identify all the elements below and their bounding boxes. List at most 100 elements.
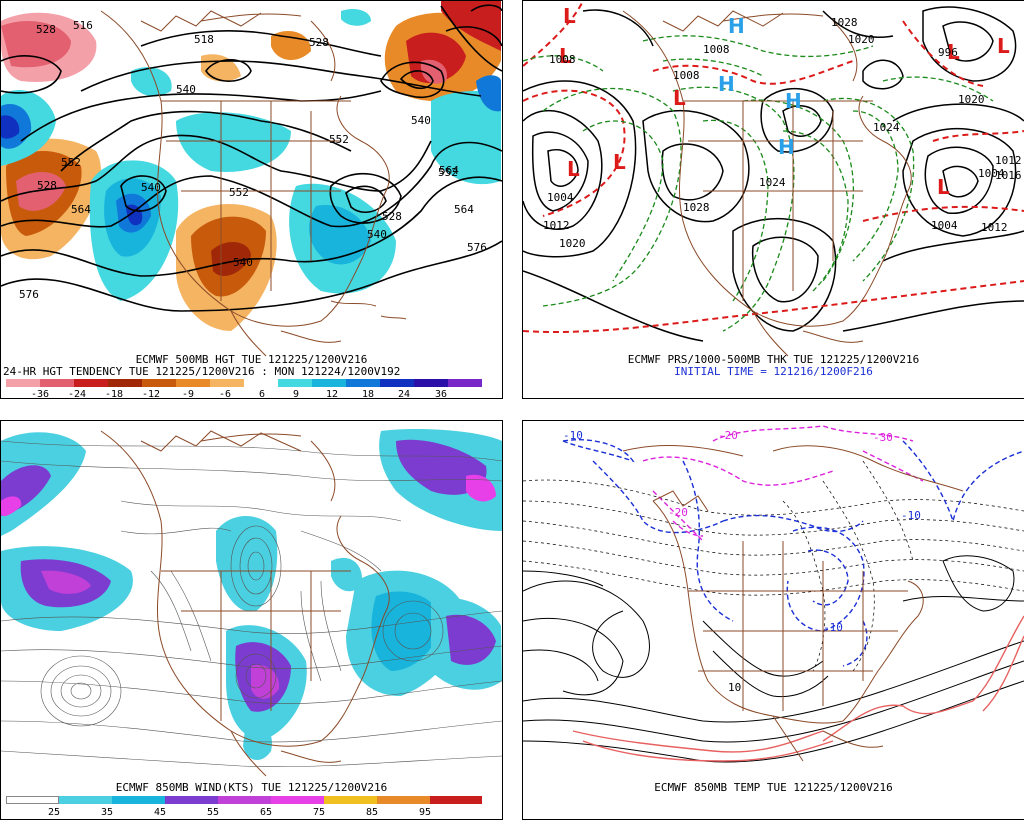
- streamlines: [1, 440, 502, 767]
- low-pressure-symbol: L: [613, 150, 626, 174]
- geography-outlines: [100, 10, 407, 357]
- geography-outlines: [622, 10, 912, 357]
- pressure-centers: H H H H L L L L L L L L: [559, 4, 1010, 199]
- high-pressure-symbol: H: [728, 14, 745, 38]
- high-pressure-symbol: H: [718, 72, 735, 96]
- contour-label: 540: [367, 228, 387, 241]
- map-500mb-height: 528 516 518 528 540 552 552 540 564 552 …: [1, 1, 502, 357]
- isobars: [523, 6, 1024, 342]
- panel-caption: ECMWF 850MB TEMP TUE 121225/1200V216: [654, 781, 893, 794]
- panel-850mb-temp: -10 -20 -30 -10 -10 -20 10 ECMWF 850MB T…: [522, 420, 1024, 820]
- contour-label: 1020: [559, 237, 586, 250]
- legend-tick: 35: [100, 807, 114, 818]
- legend-tick: -18: [104, 389, 124, 399]
- legend-tick: 85: [365, 807, 379, 818]
- temperature-contours-negative: [562, 439, 1024, 667]
- legend-tick: 12: [325, 389, 339, 399]
- panel-initial-time: INITIAL TIME = 121216/1200F216: [674, 365, 873, 378]
- contour-label: 1024: [873, 121, 900, 134]
- contour-label: 552: [438, 166, 458, 179]
- contour-label: 1004: [931, 219, 958, 232]
- contour-labels: -10 -20 -30 -10 -10 -20 10: [563, 429, 921, 694]
- temperature-contours-cold: [642, 425, 924, 542]
- contour-label: 540: [141, 181, 161, 194]
- temperature-contours: [523, 460, 1024, 672]
- contour-label: 1028: [831, 16, 858, 29]
- map-pressure-thickness: H H H H L L L L L L L L 1028 1020 1008 1…: [523, 1, 1024, 357]
- legend-tick: 24: [397, 389, 411, 399]
- legend-tick: -24: [67, 389, 87, 399]
- legend-tick: 75: [312, 807, 326, 818]
- panel-subcaption: 24-HR HGT TENDENCY TUE 121225/1200V216 :…: [3, 365, 401, 378]
- low-pressure-symbol: L: [937, 175, 950, 199]
- contour-label: 576: [467, 241, 487, 254]
- legend-tick: 55: [206, 807, 220, 818]
- contour-label: 564: [71, 203, 91, 216]
- low-pressure-symbol: L: [997, 34, 1010, 58]
- legend-tick: -6: [218, 389, 232, 399]
- contour-label: 516: [73, 19, 93, 32]
- legend-tick: 45: [153, 807, 167, 818]
- contour-label: -10: [563, 429, 583, 442]
- wind-speed-shading: [1, 429, 502, 761]
- legend-tick: 95: [418, 807, 432, 818]
- contour-label: 1012: [995, 154, 1022, 167]
- panel-500mb-height: 528 516 518 528 540 552 552 540 564 552 …: [0, 0, 503, 399]
- contour-labels: 528 516 518 528 540 552 552 540 564 552 …: [19, 19, 487, 301]
- map-850mb-wind: [1, 429, 502, 777]
- contour-label: 564: [439, 164, 459, 177]
- contour-label: -10: [901, 509, 921, 522]
- legend-tick: 9: [292, 389, 300, 399]
- contour-label: 1020: [958, 93, 985, 106]
- contour-label: 1004: [547, 191, 574, 204]
- legend-tick-labels: -36 -24 -18 -12 -9 -6 6 9 12 18 24 36: [6, 389, 482, 399]
- panel-850mb-wind: ECMWF 850MB WIND(KTS) TUE 121225/1200V21…: [0, 420, 503, 820]
- legend-colorbar: [6, 796, 482, 804]
- low-pressure-symbol: L: [563, 4, 576, 28]
- low-pressure-symbol: L: [947, 40, 960, 64]
- contour-label: 540: [176, 83, 196, 96]
- legend-colorbar: [6, 379, 482, 387]
- legend-tick: -9: [181, 389, 195, 399]
- contour-label: 552: [61, 156, 81, 169]
- contour-label: 1012: [543, 219, 570, 232]
- contour-label: 1008: [703, 43, 730, 56]
- panel-caption: ECMWF 850MB WIND(KTS) TUE 121225/1200V21…: [115, 781, 388, 794]
- low-pressure-symbol: L: [673, 86, 686, 110]
- contour-label: 528: [36, 23, 56, 36]
- panel-pressure-thickness: H H H H L L L L L L L L 1028 1020 1008 1…: [522, 0, 1024, 399]
- legend-tick: -36: [30, 389, 50, 399]
- contour-label: 1016: [995, 169, 1022, 182]
- legend-tick: -12: [141, 389, 161, 399]
- contour-labels: 1028 1020 1008 1004 1012 1020 1028 1024 …: [543, 16, 1022, 250]
- contour-label: 528: [309, 36, 329, 49]
- height-tendency-shading: [1, 1, 501, 331]
- contour-label: -20: [718, 429, 738, 442]
- contour-label: -10: [823, 621, 843, 634]
- geography-outlines: [100, 430, 390, 777]
- contour-label: 1004: [978, 167, 1005, 180]
- panel-caption: ECMWF 500MB HGT TUE 121225/1200V216: [135, 353, 368, 366]
- contour-label: 552: [229, 186, 249, 199]
- contour-label: 576: [19, 288, 39, 301]
- contour-label: 1012: [981, 221, 1008, 234]
- low-pressure-symbol: L: [567, 157, 580, 181]
- contour-label: 540: [233, 256, 253, 269]
- contour-label: 1028: [683, 201, 710, 214]
- contour-label: 1008: [673, 69, 700, 82]
- contour-label: 518: [194, 33, 214, 46]
- contour-label: 528: [382, 210, 402, 223]
- legend-tick: 65: [259, 807, 273, 818]
- contour-label: 1008: [549, 53, 576, 66]
- contour-label: -30: [873, 431, 893, 444]
- contour-label: 552: [329, 133, 349, 146]
- thickness-warm: [523, 1, 1024, 333]
- contour-label: 528: [37, 179, 57, 192]
- temperature-contours-solid: [523, 555, 1024, 763]
- contour-label: 1020: [848, 33, 875, 46]
- geography-outlines: [622, 445, 964, 762]
- low-pressure-symbol: L: [559, 44, 572, 68]
- height-contours: [1, 4, 502, 312]
- legend-tick-labels: 25 35 45 55 65 75 85 95: [6, 807, 482, 818]
- high-pressure-symbol: H: [778, 135, 795, 159]
